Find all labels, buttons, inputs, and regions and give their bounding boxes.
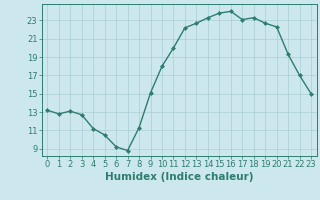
X-axis label: Humidex (Indice chaleur): Humidex (Indice chaleur) [105, 172, 253, 182]
